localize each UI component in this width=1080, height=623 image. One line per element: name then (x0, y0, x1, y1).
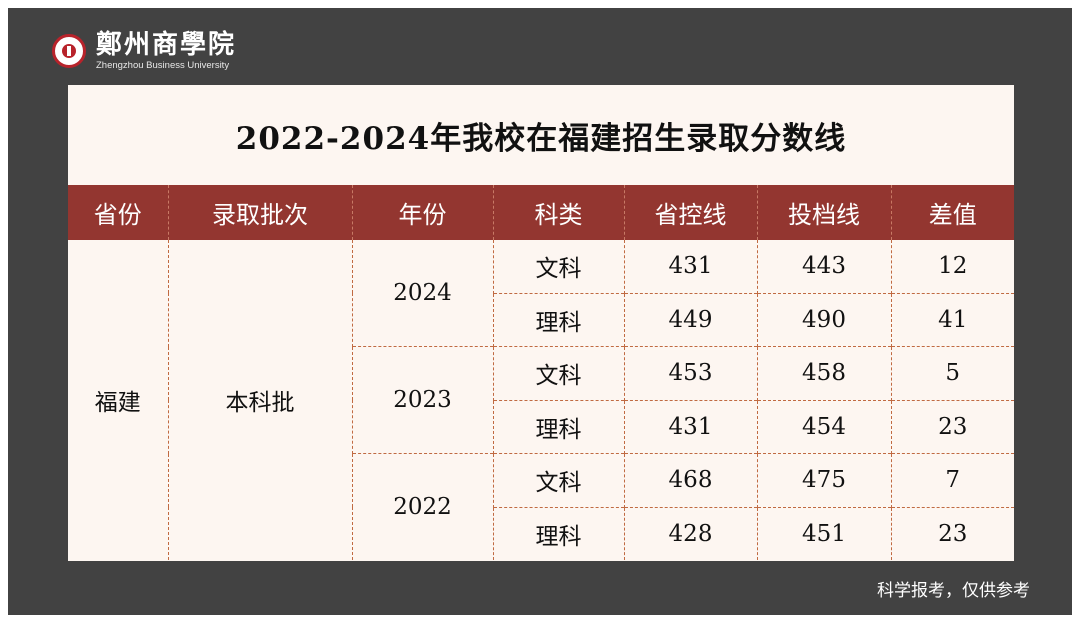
admission-line-cell: 490 (756, 292, 891, 347)
diff-cell: 5 (890, 346, 1014, 400)
table-row: 理科 428 451 23 (68, 506, 1014, 560)
column-header: 科类 (492, 185, 624, 240)
score-card: 2022-2024年我校在福建招生录取分数线 省份 录取批次 年份 科类 省控线… (68, 85, 1014, 561)
admission-line-cell: 458 (756, 346, 891, 400)
control-line-cell: 449 (623, 292, 757, 347)
column-header: 年份 (351, 185, 493, 240)
admission-line-cell: 475 (756, 453, 891, 507)
column-header: 省份 (68, 185, 168, 240)
column-header: 差值 (890, 185, 1014, 240)
table-row: 理科 431 454 23 (68, 399, 1014, 454)
admission-line-cell: 451 (756, 506, 891, 560)
diff-cell: 12 (890, 240, 1014, 293)
control-line-cell: 428 (623, 506, 757, 560)
control-line-cell: 468 (623, 453, 757, 507)
diff-cell: 7 (890, 453, 1014, 507)
province-cell: 福建 (94, 390, 141, 416)
column-header: 投档线 (756, 185, 891, 240)
table-row: 2023 文科 453 458 5 (68, 346, 1014, 454)
subject-cell: 理科 (492, 399, 624, 454)
batch-cell: 本科批 (167, 240, 352, 560)
subject-cell: 文科 (492, 453, 624, 507)
control-line-cell: 431 (623, 240, 757, 293)
subject-cell: 理科 (492, 292, 624, 347)
year-cell: 2022 (351, 453, 493, 560)
column-header: 省控线 (623, 185, 757, 240)
control-line-cell: 431 (623, 399, 757, 454)
subject-cell: 文科 (492, 346, 624, 400)
year-cell: 2023 (351, 346, 493, 454)
table-header-row: 省份 录取批次 年份 科类 省控线 投档线 差值 (68, 185, 1014, 240)
table-row: 2022 文科 468 475 7 (68, 453, 1014, 560)
column-header: 录取批次 (167, 185, 352, 240)
score-table: 省份 录取批次 年份 科类 省控线 投档线 差值 福建 本科批 2024 文科 … (68, 185, 1014, 560)
year-cell: 2024 (351, 240, 493, 347)
subject-cell: 理科 (492, 506, 624, 560)
control-line-cell: 453 (623, 346, 757, 400)
table-row: 福建 本科批 2024 文科 431 443 12 (68, 240, 1014, 560)
page-title: 2022-2024年我校在福建招生录取分数线 (235, 120, 847, 157)
diff-cell: 23 (890, 506, 1014, 560)
table-row: 理科 449 490 41 (68, 292, 1014, 347)
admission-line-cell: 443 (756, 240, 891, 293)
subject-cell: 文科 (492, 240, 624, 293)
admission-line-cell: 454 (756, 399, 891, 454)
university-name-cn: 鄭州商學院 (96, 30, 237, 60)
university-seal-icon (52, 34, 86, 68)
diff-cell: 23 (890, 399, 1014, 454)
university-name-en: Zhengzhou Business University (96, 60, 230, 71)
footer-note: 科学报考，仅供参考 (877, 581, 1030, 601)
diff-cell: 41 (890, 292, 1014, 347)
